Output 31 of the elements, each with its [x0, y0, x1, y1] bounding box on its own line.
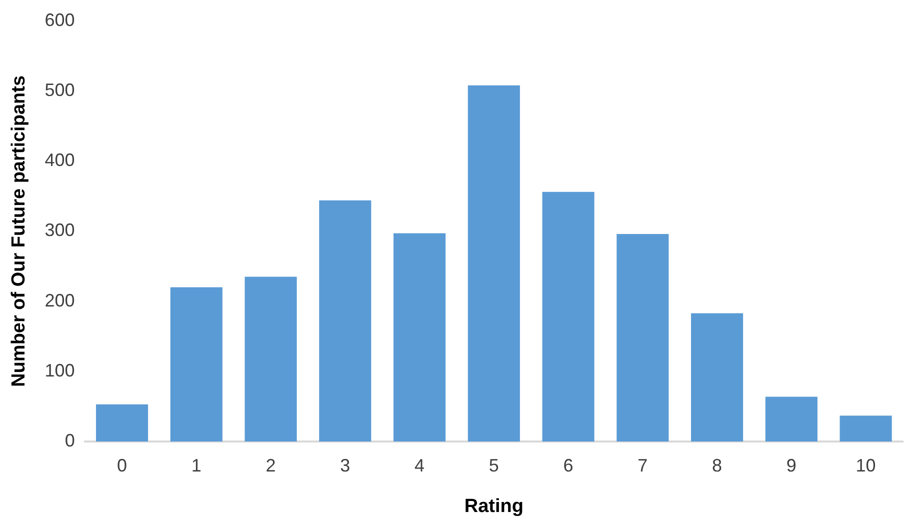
- y-axis-title: Number of Our Future participants: [8, 75, 30, 387]
- bar: [542, 192, 594, 442]
- bar: [96, 404, 148, 442]
- y-tick-label: 400: [44, 150, 75, 170]
- y-tick-label: 600: [44, 10, 75, 30]
- bar: [394, 233, 446, 442]
- bar: [244, 276, 297, 442]
- x-tick-label: 8: [712, 455, 722, 476]
- x-tick-label: 2: [266, 455, 276, 476]
- y-tick-label: 200: [44, 290, 75, 310]
- x-tick-label: 5: [488, 455, 499, 476]
- bar: [691, 313, 744, 442]
- y-tick-label: 100: [44, 360, 75, 380]
- x-tick-label: 6: [563, 455, 574, 476]
- x-tick-label: 10: [856, 455, 876, 476]
- bar: [170, 287, 222, 442]
- bar: [468, 85, 520, 442]
- y-tick-label: 300: [44, 220, 75, 240]
- x-tick-label: 3: [340, 455, 350, 476]
- bar: [765, 396, 818, 442]
- x-tick-label: 7: [638, 455, 648, 476]
- bar: [616, 234, 669, 442]
- bar: [319, 200, 372, 442]
- bar: [840, 416, 892, 442]
- y-tick-label: 0: [64, 430, 75, 451]
- x-tick-label: 4: [414, 455, 425, 476]
- x-axis-title: Rating: [464, 496, 524, 517]
- x-tick-label: 9: [786, 455, 796, 476]
- y-tick-label: 500: [44, 80, 75, 100]
- x-tick-label: 0: [117, 455, 128, 476]
- x-tick-label: 1: [191, 455, 202, 476]
